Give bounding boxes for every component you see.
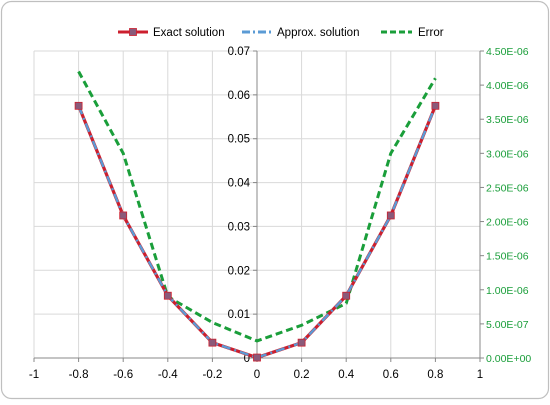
data-point-exact <box>253 353 261 362</box>
series-lines <box>74 70 440 362</box>
axes: -1 -0.8 -0.6 -0.4 -0.2 0 0.2 0.4 0.6 0.8 1 0 0.01 0.0… <box>29 46 532 381</box>
y-left-tick-label: 0.02 <box>228 265 250 277</box>
data-point-exact <box>163 291 172 300</box>
y-left-tick-label: 0 <box>244 353 250 365</box>
legend-label-error: Error <box>418 27 444 39</box>
series-line-error <box>77 70 437 343</box>
x-tick-label: -1 <box>29 369 39 381</box>
legend: Exact solution Approx. solution Error <box>118 27 444 39</box>
y-right-tick-label: 2.50E-06 <box>486 182 529 194</box>
x-tick-label: 0.8 <box>427 369 443 381</box>
legend-item-error: Error <box>381 27 444 39</box>
legend-label-exact: Exact solution <box>153 27 225 39</box>
x-tick-label: -0.2 <box>202 369 222 381</box>
data-point-exact <box>208 338 217 347</box>
legend-item-exact: Exact solution <box>118 27 225 39</box>
y-right-tick-label: 3.00E-06 <box>486 148 529 160</box>
y-right-tick-label: 4.50E-06 <box>486 46 529 58</box>
y-left-tick-label: 0.05 <box>228 134 250 146</box>
y-left-tick-label: 0.03 <box>228 221 250 233</box>
data-point-exact <box>74 101 83 110</box>
y-right-tick-label: 4.00E-06 <box>486 80 529 92</box>
y-right-tick-label: 1.00E-06 <box>486 285 529 297</box>
x-tick-label: 0.4 <box>338 369 355 381</box>
x-tick-label: 1 <box>477 369 483 381</box>
y-right-tick-label: 0.00E+00 <box>486 353 531 365</box>
legend-label-approx: Approx. solution <box>277 27 359 39</box>
data-point-exact <box>342 291 351 300</box>
y-right-tick-label: 3.50E-06 <box>486 114 529 126</box>
series-line-approx <box>77 105 437 359</box>
y-right-tick-label: 1.50E-06 <box>486 251 529 263</box>
y-right-tick-label: 5.00E-07 <box>486 319 529 331</box>
y-right-tick-label: 2.00E-06 <box>486 217 529 229</box>
data-point-exact <box>386 211 395 220</box>
x-tick-label: 0.6 <box>383 369 399 381</box>
x-tick-label: 0 <box>254 369 260 381</box>
legend-item-approx: Approx. solution <box>242 27 359 39</box>
x-tick-label: 0.2 <box>294 369 310 381</box>
y-left-tick-label: 0.04 <box>228 178 251 190</box>
y-left-tick-label: 0.07 <box>228 46 250 58</box>
x-tick-label: -0.6 <box>113 369 133 381</box>
y-left-tick-label: 0.06 <box>228 90 250 102</box>
y-left-tick-label: 0.01 <box>228 309 250 321</box>
x-tick-label: -0.4 <box>158 369 178 381</box>
data-point-exact <box>119 211 128 220</box>
x-tick-label: -0.8 <box>69 369 89 381</box>
data-point-exact <box>297 338 306 347</box>
data-point-exact <box>431 101 440 110</box>
